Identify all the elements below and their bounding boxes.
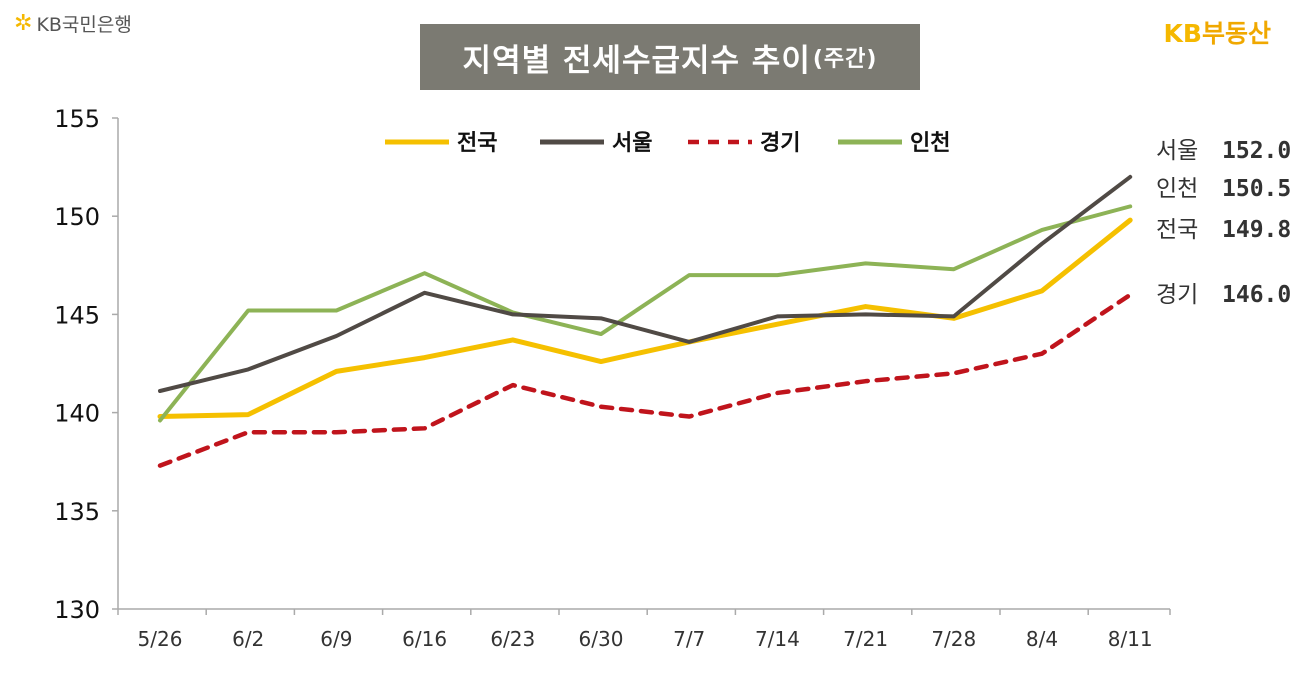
kb-star-icon: ✲: [14, 11, 33, 36]
y-tick-label: 135: [54, 498, 100, 526]
kb-realestate-logo-kb: KB: [1163, 19, 1202, 48]
end-label-name: 전국: [1156, 217, 1198, 243]
x-tick-label: 6/30: [579, 627, 624, 651]
x-tick-label: 7/7: [673, 627, 705, 651]
legend-label: 경기: [760, 131, 800, 156]
y-tick-label: 155: [54, 105, 100, 133]
series-line-서울: [158, 174, 1133, 393]
x-tick-label: 7/14: [755, 627, 800, 651]
series-line-경기: [157, 292, 1133, 468]
end-label-name: 인천: [1156, 176, 1198, 202]
legend-label: 서울: [612, 131, 652, 156]
x-tick-label: 6/9: [320, 627, 352, 651]
x-tick-label: 7/28: [931, 627, 976, 651]
legend-label: 전국: [457, 131, 497, 156]
end-label-value: 149.8: [1222, 217, 1291, 243]
kb-realestate-logo: KB부동산: [1164, 14, 1271, 50]
chart-title: 지역별 전세수급지수 추이: [462, 42, 811, 79]
kb-realestate-logo-text: 부동산: [1201, 19, 1271, 48]
end-label-name: 경기: [1156, 282, 1198, 308]
kb-bank-logo: ✲ KB국민은행: [14, 10, 132, 37]
x-tick-label: 6/2: [232, 627, 264, 651]
end-label-value: 146.0: [1222, 282, 1291, 308]
chart-subtitle: (주간): [812, 47, 878, 72]
y-tick-label: 130: [54, 596, 100, 624]
chart-title-box: 지역별 전세수급지수 추이 (주간): [420, 24, 920, 90]
x-tick-label: 8/11: [1108, 627, 1153, 651]
end-label-name: 서울: [1156, 138, 1198, 164]
x-tick-label: 6/16: [402, 627, 447, 651]
end-label-value: 152.0: [1222, 138, 1291, 164]
y-tick-label: 140: [54, 400, 100, 428]
x-tick-label: 5/26: [138, 627, 183, 651]
x-tick-label: 6/23: [490, 627, 535, 651]
series-line-인천: [158, 204, 1133, 423]
end-label-value: 150.5: [1222, 176, 1291, 202]
end-label: 인천 150.5: [1156, 176, 1291, 202]
end-label: 전국 149.8: [1156, 217, 1291, 243]
end-label: 서울 152.0: [1156, 138, 1291, 164]
x-tick-label: 8/4: [1026, 627, 1058, 651]
legend: 전국 서울 경기 인천: [385, 131, 950, 156]
legend-label: 인천: [910, 131, 950, 156]
end-label: 경기 146.0: [1156, 282, 1291, 308]
x-tick-label: 7/21: [843, 627, 888, 651]
y-tick-label: 145: [54, 301, 100, 329]
y-tick-label: 150: [54, 203, 100, 231]
kb-bank-logo-text: KB국민은행: [36, 14, 132, 36]
series-line-전국: [157, 217, 1133, 420]
